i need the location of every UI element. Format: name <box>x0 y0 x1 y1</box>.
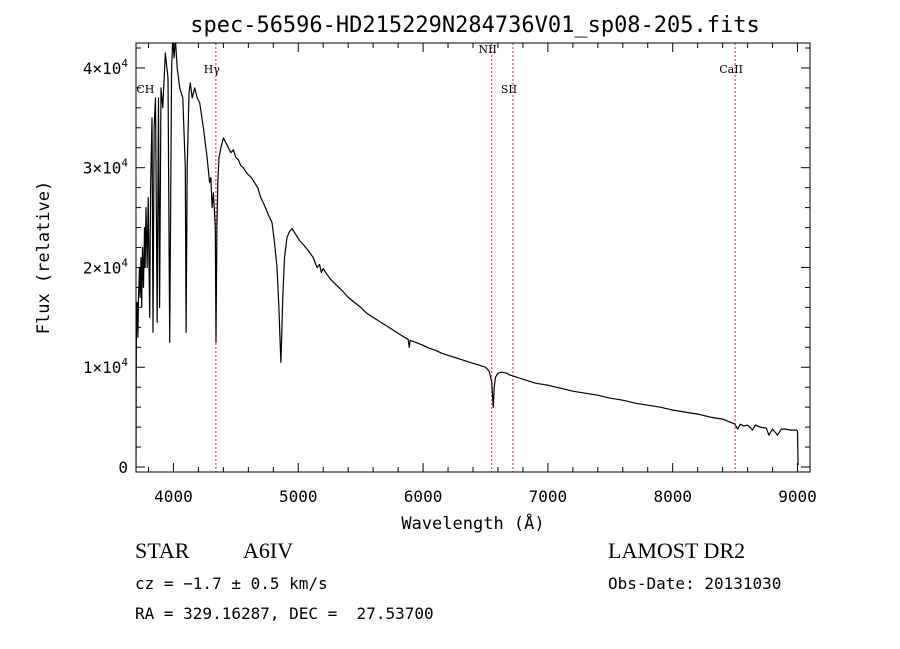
y-tick-label-0: 0 <box>118 458 128 477</box>
x-tick-label-0: 4000 <box>154 487 193 506</box>
y-tick-label-1: 1×104 <box>83 356 129 377</box>
x-axis-label: Wavelength (Å) <box>401 512 544 534</box>
spectral-class: A6IV <box>243 538 294 563</box>
y-tick-label-3: 3×104 <box>83 157 129 178</box>
object-type: STAR <box>135 538 190 563</box>
obs-date: Obs-Date: 20131030 <box>608 574 782 593</box>
line-label-3: CaII <box>719 63 743 76</box>
y-tick-label-4: 4×104 <box>83 57 129 78</box>
plot-frame <box>135 42 811 473</box>
x-tick-label-4: 8000 <box>653 487 692 506</box>
line-label-1: NII <box>479 43 497 56</box>
coordinates-text: RA = 329.16287, DEC = 27.53700 <box>135 604 434 623</box>
spectrum-line <box>136 43 799 466</box>
line-label-4: CH <box>136 83 154 96</box>
x-tick-label-3: 7000 <box>529 487 568 506</box>
x-tick-label-5: 9000 <box>778 487 817 506</box>
x-tick-label-1: 5000 <box>279 487 318 506</box>
x-tick-label-2: 6000 <box>404 487 443 506</box>
line-label-2: SII <box>501 83 517 96</box>
y-axis-label: Flux (relative) <box>34 181 54 335</box>
chart-title: spec-56596-HD215229N284736V01_sp08-205.f… <box>190 13 760 38</box>
y-tick-label-2: 2×104 <box>83 256 129 277</box>
line-label-0: Hγ <box>204 63 221 76</box>
survey-name: LAMOST DR2 <box>608 538 746 563</box>
redshift-text: cz = −1.7 ± 0.5 km/s <box>135 574 328 593</box>
